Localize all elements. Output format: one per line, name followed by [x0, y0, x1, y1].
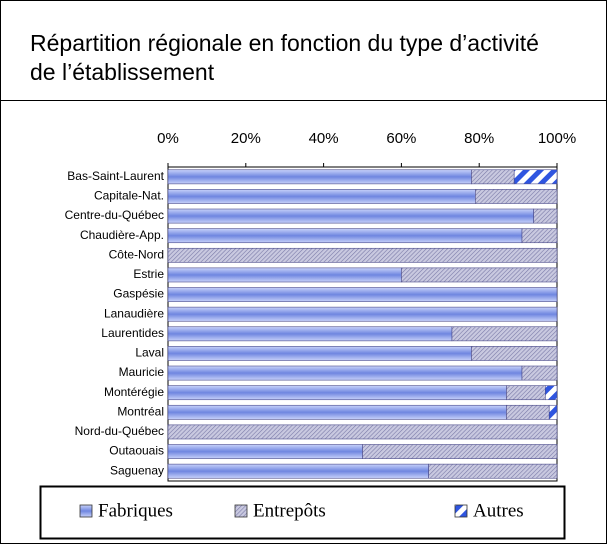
bar-segment [167, 326, 453, 342]
bar-segment [545, 385, 558, 401]
bar-segment [167, 267, 402, 283]
y-tick-label: Outaouais [109, 444, 164, 458]
bar-segment [167, 365, 523, 381]
legend-box [39, 485, 566, 540]
bar-segment [521, 228, 558, 244]
y-tick-label: Lanaudière [104, 306, 164, 320]
y-tick-label: Laurentides [101, 326, 164, 340]
y-tick-label: Centre-du-Québec [65, 208, 164, 222]
bar-segment [167, 444, 363, 459]
bar-segment [521, 365, 558, 381]
bar-segment [362, 444, 558, 459]
bar-segment [506, 385, 546, 401]
bar-segment [167, 287, 558, 302]
bar-segment [533, 208, 558, 224]
legend-swatch [234, 504, 248, 518]
y-tick-label: Mauricie [119, 365, 165, 379]
bar-segment [451, 326, 558, 342]
x-tick-label: 80% [464, 130, 494, 147]
x-tick-label: 20% [231, 130, 261, 147]
bar-segment [475, 189, 558, 204]
bar-segment [513, 169, 558, 185]
legend-label: Fabriques [98, 500, 173, 521]
bar-segment [401, 267, 558, 283]
bar-segment [167, 169, 472, 185]
bar-segment [167, 424, 558, 440]
chart-title: Répartition régionale en fonction du typ… [30, 30, 539, 56]
bar-segment [167, 208, 534, 224]
bar-segment [167, 346, 472, 361]
bar-segment [506, 404, 550, 420]
y-tick-label: Montérégie [104, 385, 164, 399]
x-tick-label: 100% [538, 130, 576, 147]
plot-frame [167, 166, 558, 482]
bar-segment [548, 404, 558, 420]
bar-segment [167, 385, 507, 401]
y-tick-label: Chaudière-App. [80, 228, 164, 242]
y-tick-label: Bas-Saint-Laurent [67, 169, 164, 183]
y-tick-label: Côte-Nord [109, 247, 164, 261]
bar-segment [167, 463, 429, 479]
bar-segment [471, 169, 515, 185]
bar-segment [167, 404, 507, 420]
bar-segment [428, 463, 558, 479]
bar-segment [167, 228, 523, 244]
x-tick-label: 0% [157, 130, 179, 147]
legend-label: Autres [473, 500, 524, 521]
x-tick-label: 40% [309, 130, 339, 147]
y-tick-label: Montréal [117, 404, 164, 418]
bar-segment [471, 346, 558, 361]
legend-swatch [79, 504, 93, 518]
chart-title: de l’établissement [30, 59, 215, 85]
y-tick-label: Estrie [133, 267, 164, 281]
legend-swatch [454, 504, 468, 518]
x-tick-label: 60% [386, 130, 416, 147]
bar-segment [167, 306, 558, 322]
y-tick-label: Gaspésie [113, 287, 164, 301]
y-tick-label: Saguenay [110, 463, 164, 477]
legend-label: Entrepôts [253, 500, 326, 521]
bar-segment [167, 247, 558, 263]
y-tick-label: Capitale-Nat. [94, 189, 164, 203]
y-tick-label: Laval [135, 346, 164, 360]
bar-segment [167, 189, 476, 204]
y-tick-label: Nord-du-Québec [75, 424, 164, 438]
